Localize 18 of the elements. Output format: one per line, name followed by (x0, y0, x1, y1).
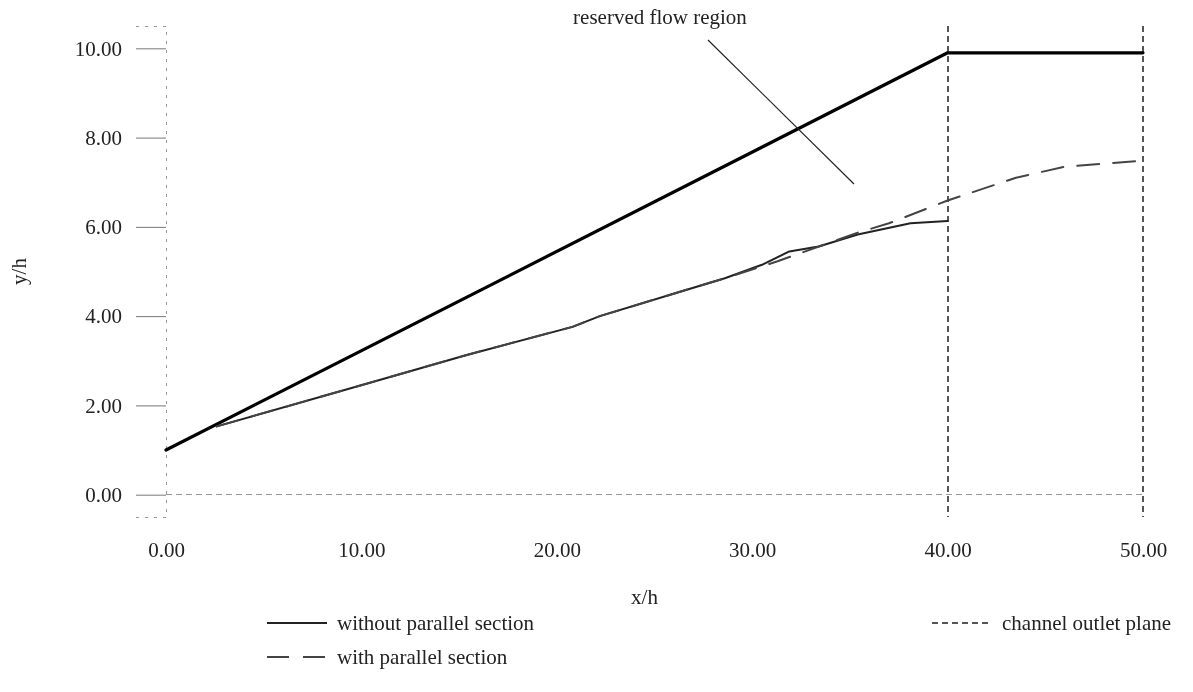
legend-label: with parallel section (337, 645, 508, 669)
y-axis-title: y/h (7, 257, 31, 285)
x-tick-label: 20.00 (533, 537, 581, 562)
annotation: reserved flow region (573, 5, 748, 29)
legend-label: channel outlet plane (1002, 611, 1172, 635)
y-tick-label: 2.00 (85, 393, 122, 418)
y-tick-label: 4.00 (85, 304, 122, 329)
x-tick-label: 40.00 (924, 537, 972, 562)
x-tick-label: 30.00 (729, 537, 777, 562)
x-tick-label: 10.00 (338, 537, 386, 562)
y-tick-label: 10.00 (74, 36, 122, 61)
x-axis-title: x/h (631, 585, 659, 609)
y-tick-label: 6.00 (85, 215, 122, 240)
y-tick-label: 8.00 (85, 125, 122, 150)
y-tick-label: 0.00 (85, 482, 122, 507)
x-tick-label: 50.00 (1119, 537, 1168, 562)
legend-label: without parallel section (337, 611, 535, 635)
x-tick-label: 0.00 (148, 537, 185, 562)
